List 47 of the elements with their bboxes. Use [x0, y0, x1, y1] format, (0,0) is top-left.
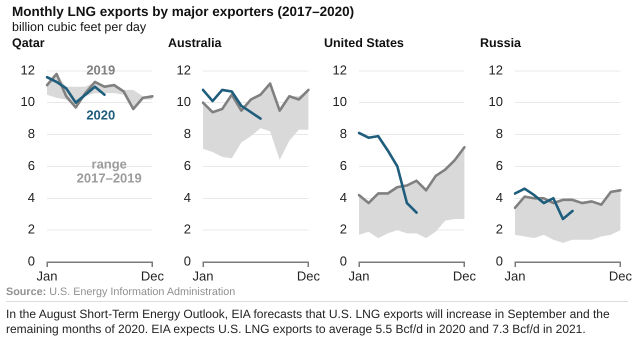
y-tick-label: 10 — [332, 94, 347, 110]
y-tick-label: 4 — [496, 190, 503, 205]
text: In the August Short-Term Energy Outlook, EIA forecasts that U.S. LNG exports will increase in September and the remaining months of 2020. EIA expects U.S. LNG exports to average 5.5 Bcf/d in 2020 and 7.3 Bcf/d in 2021. — [6, 307, 611, 336]
chart-subtitle: United States — [324, 36, 404, 50]
y-tick-label: 12 — [176, 62, 191, 78]
x-tick-label: Dec — [296, 268, 320, 284]
text: Monthly LNG exports by major exporters (2017–2020) — [12, 4, 354, 19]
chart-subtitle: Qatar — [12, 36, 45, 50]
y-tick-label: 6 — [184, 158, 191, 173]
y-axis-title: billion cubic feet per day — [12, 20, 146, 34]
x-tick-label: Jan — [36, 268, 58, 284]
chart-subtitle: Australia — [168, 36, 222, 50]
series-label: 2019 — [86, 62, 116, 78]
y-tick-label: 8 — [184, 126, 191, 142]
y-tick-label: 2 — [496, 222, 503, 237]
annotation: range 2017–2019 — [76, 156, 142, 186]
y-tick-label: 2 — [184, 222, 191, 237]
y-tick-label: 0 — [28, 254, 35, 269]
x-tick-label: Dec — [140, 268, 164, 284]
x-tick-label: Dec — [608, 268, 632, 284]
y-tick-label: 10 — [488, 94, 503, 110]
chart-subtitle: Russia — [480, 36, 521, 50]
y-tick-label: 4 — [28, 190, 35, 205]
x-tick-label: Jan — [504, 268, 526, 284]
y-tick-label: 8 — [340, 126, 347, 142]
y-tick-label: 0 — [340, 254, 347, 269]
y-tick-label: 0 — [496, 254, 503, 269]
series-label: 2020 — [86, 108, 116, 122]
x-tick-label: Dec — [452, 268, 476, 284]
y-tick-label: 12 — [332, 62, 347, 78]
y-tick-label: 12 — [20, 62, 35, 78]
y-tick-label: 12 — [488, 62, 503, 78]
x-tick-label: Jan — [192, 268, 214, 284]
y-tick-label: 0 — [184, 254, 191, 269]
y-tick-label: 6 — [496, 158, 503, 173]
x-tick-label: Jan — [348, 268, 370, 284]
y-tick-label: 10 — [20, 94, 35, 110]
y-tick-label: 6 — [28, 158, 35, 173]
y-tick-label: 4 — [340, 190, 347, 205]
source-note: Source: U.S. Energy Information Administration — [6, 286, 236, 298]
y-tick-label: 10 — [176, 94, 191, 110]
y-tick-label: 2 — [28, 222, 35, 237]
y-tick-label: 4 — [184, 190, 191, 205]
y-tick-label: 2 — [340, 222, 347, 237]
y-tick-label: 8 — [496, 126, 503, 142]
y-tick-label: 6 — [340, 158, 347, 173]
y-tick-label: 8 — [28, 126, 35, 142]
